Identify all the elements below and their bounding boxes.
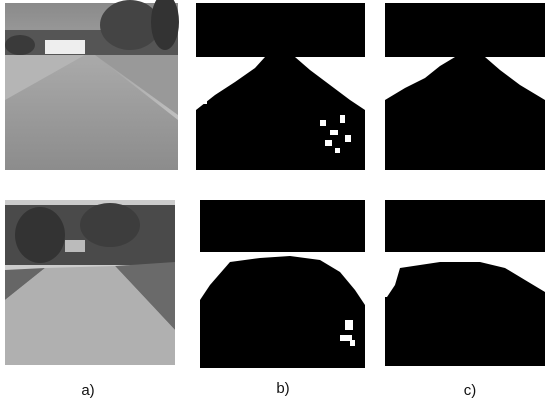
panel-label: a) <box>81 382 94 399</box>
segmentation-mask <box>385 200 545 366</box>
segmentation-mask <box>200 200 365 368</box>
panel-label: b) <box>276 380 289 397</box>
figure: a) b) c) <box>0 0 547 410</box>
segmentation-mask <box>196 3 365 170</box>
road-photo <box>5 0 179 170</box>
panel-label: c) <box>464 382 477 399</box>
road-photo <box>5 200 175 365</box>
segmentation-mask <box>385 3 545 170</box>
